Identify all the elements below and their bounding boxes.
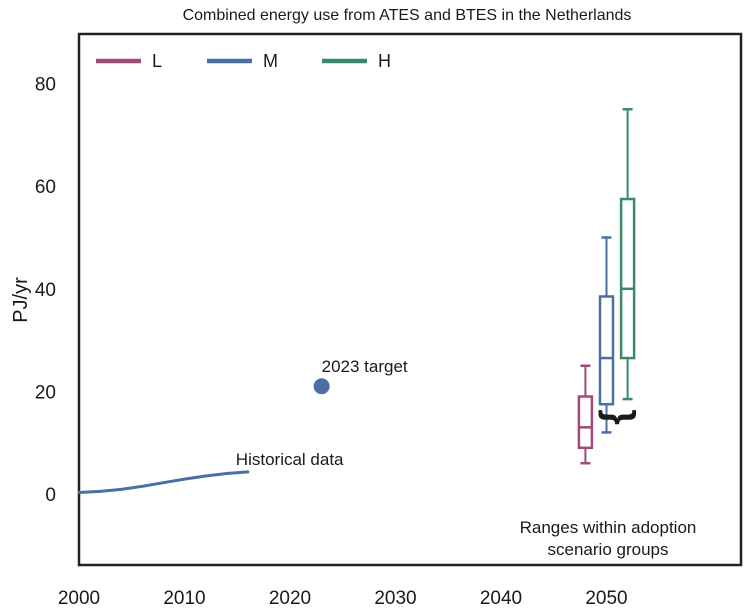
x-tick-label: 2030 xyxy=(374,588,416,609)
annotation-line-2: scenario groups xyxy=(548,540,669,559)
x-tick-label: 2040 xyxy=(480,588,522,609)
historical-data-label: Historical data xyxy=(236,450,344,469)
x-tick-label: 2010 xyxy=(163,588,205,609)
box-M xyxy=(598,295,615,406)
x-tick-label: 2000 xyxy=(58,588,100,609)
y-tick-label: 0 xyxy=(45,485,56,506)
x-tick-label: 2020 xyxy=(269,588,311,609)
y-tick-label: 60 xyxy=(35,177,56,198)
legend-label: M xyxy=(263,51,278,71)
chart-title: Combined energy use from ATES and BTES i… xyxy=(183,7,632,24)
chart-marks: Historical data 2023 target} Ranges within… xyxy=(77,108,697,559)
x-tick-label: 2050 xyxy=(585,588,627,609)
legend-label: L xyxy=(152,51,162,71)
y-tick-label: 80 xyxy=(35,75,56,96)
annotation-line-1: Ranges within adoption xyxy=(520,518,697,537)
y-tick-label: 20 xyxy=(35,382,56,403)
y-tick-labels: 0 20 40 60 80 xyxy=(35,75,56,506)
bracket-symbol: } xyxy=(598,409,642,425)
target-point xyxy=(313,378,330,395)
plot-frame xyxy=(77,32,743,567)
y-tick-label: 40 xyxy=(35,280,56,301)
historical-data-line xyxy=(77,470,250,494)
box-L xyxy=(577,395,594,450)
box-H xyxy=(619,197,636,360)
legend-label: H xyxy=(378,51,391,71)
target-label: 2023 target xyxy=(322,357,408,376)
y-axis-label: PJ/yr xyxy=(10,277,32,323)
x-tick-labels: 2000 2010 2020 2030 2040 2050 xyxy=(58,588,628,609)
